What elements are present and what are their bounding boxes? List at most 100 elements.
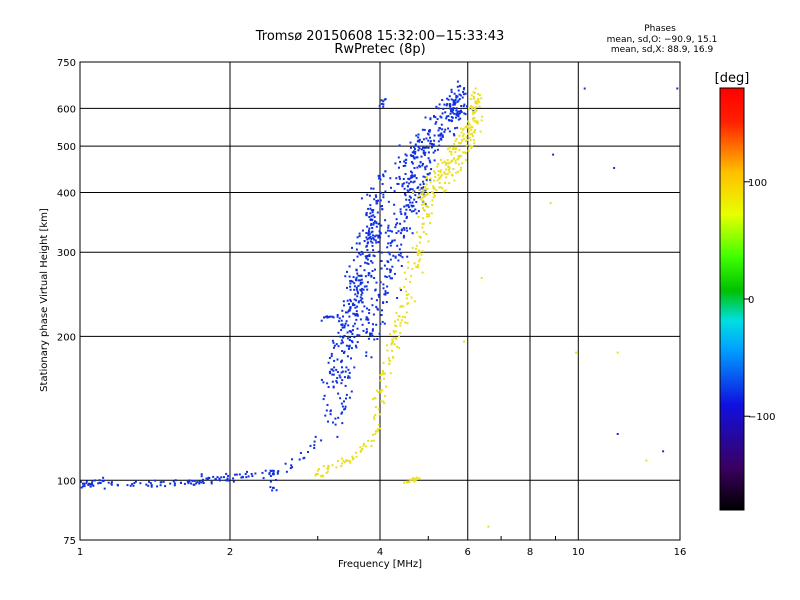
data-point (85, 482, 88, 485)
data-point (459, 94, 462, 97)
data-point (393, 239, 396, 242)
data-point (452, 146, 455, 149)
data-point (342, 336, 344, 339)
colorbar (719, 87, 745, 511)
data-point (336, 314, 339, 316)
data-point (405, 204, 408, 207)
data-point (356, 313, 359, 316)
data-point (373, 277, 376, 279)
data-point (314, 474, 317, 477)
y-axis-label: Stationary phase Virtual Height [km] (39, 208, 50, 392)
data-point (415, 156, 418, 159)
data-point (379, 236, 382, 239)
data-point (440, 138, 443, 141)
data-point (326, 404, 329, 406)
data-point (372, 433, 374, 436)
data-point (366, 307, 368, 310)
data-point (416, 251, 419, 254)
chart-subtitle: RwPretec (8p) (334, 42, 425, 57)
data-point (465, 144, 468, 147)
data-point (201, 480, 204, 483)
data-point (613, 167, 616, 169)
data-point (340, 465, 343, 468)
colorbar-tick-label: −100 (748, 412, 775, 423)
data-point (385, 385, 388, 388)
data-point (423, 153, 426, 156)
data-point (362, 329, 365, 332)
data-point (389, 372, 392, 375)
data-point (422, 188, 425, 191)
data-point (428, 215, 431, 218)
data-point (284, 462, 287, 465)
data-point (442, 107, 445, 110)
data-point (398, 346, 400, 349)
data-point (370, 274, 373, 277)
data-point (367, 254, 370, 257)
data-point (426, 193, 429, 196)
data-point (452, 107, 455, 109)
data-point (327, 464, 330, 467)
data-point (376, 200, 379, 203)
data-point (453, 112, 456, 115)
data-point (471, 108, 474, 110)
data-point (367, 262, 370, 265)
data-point (366, 249, 369, 251)
data-point (196, 481, 199, 484)
data-point (414, 152, 417, 155)
data-point (460, 111, 463, 114)
data-point (391, 341, 394, 344)
data-point (472, 117, 474, 120)
data-point (379, 199, 382, 202)
data-point (440, 175, 443, 178)
data-point (456, 95, 459, 98)
y-tick-label: 750 (57, 58, 76, 69)
data-point (469, 138, 472, 141)
data-point (456, 158, 459, 160)
data-point (425, 205, 428, 208)
data-point (456, 85, 459, 88)
data-point (417, 216, 420, 218)
data-point (322, 381, 325, 384)
data-point (371, 244, 374, 247)
data-point (341, 411, 344, 414)
data-point (350, 390, 353, 393)
data-point (424, 203, 427, 206)
data-point (325, 409, 328, 412)
data-point (460, 155, 463, 158)
data-point (356, 290, 359, 293)
data-point (420, 187, 423, 190)
data-point (337, 416, 340, 419)
data-point (616, 433, 619, 435)
data-point (432, 196, 435, 199)
data-point (347, 345, 350, 348)
data-point (471, 132, 473, 135)
data-point (348, 275, 351, 278)
data-point (346, 299, 349, 302)
data-point (463, 87, 466, 90)
data-point (180, 482, 182, 484)
data-point (472, 119, 475, 122)
data-point (346, 459, 349, 462)
data-point (361, 287, 364, 290)
data-point (335, 466, 338, 469)
data-point (463, 112, 466, 115)
data-point (429, 142, 432, 145)
data-point (349, 288, 352, 291)
data-point (355, 299, 358, 302)
data-point (396, 297, 399, 299)
data-point (359, 282, 362, 285)
data-point (379, 322, 382, 325)
data-point (395, 177, 398, 180)
data-point (461, 162, 464, 165)
data-point (427, 240, 430, 243)
data-point (455, 146, 457, 149)
data-point (368, 253, 371, 256)
data-point (366, 281, 369, 284)
data-point (407, 481, 410, 484)
x-tick-label: 1 (77, 547, 83, 558)
data-point (370, 237, 373, 240)
data-point (336, 315, 339, 318)
data-point (367, 232, 370, 235)
data-point (343, 350, 346, 353)
data-point (388, 253, 391, 256)
